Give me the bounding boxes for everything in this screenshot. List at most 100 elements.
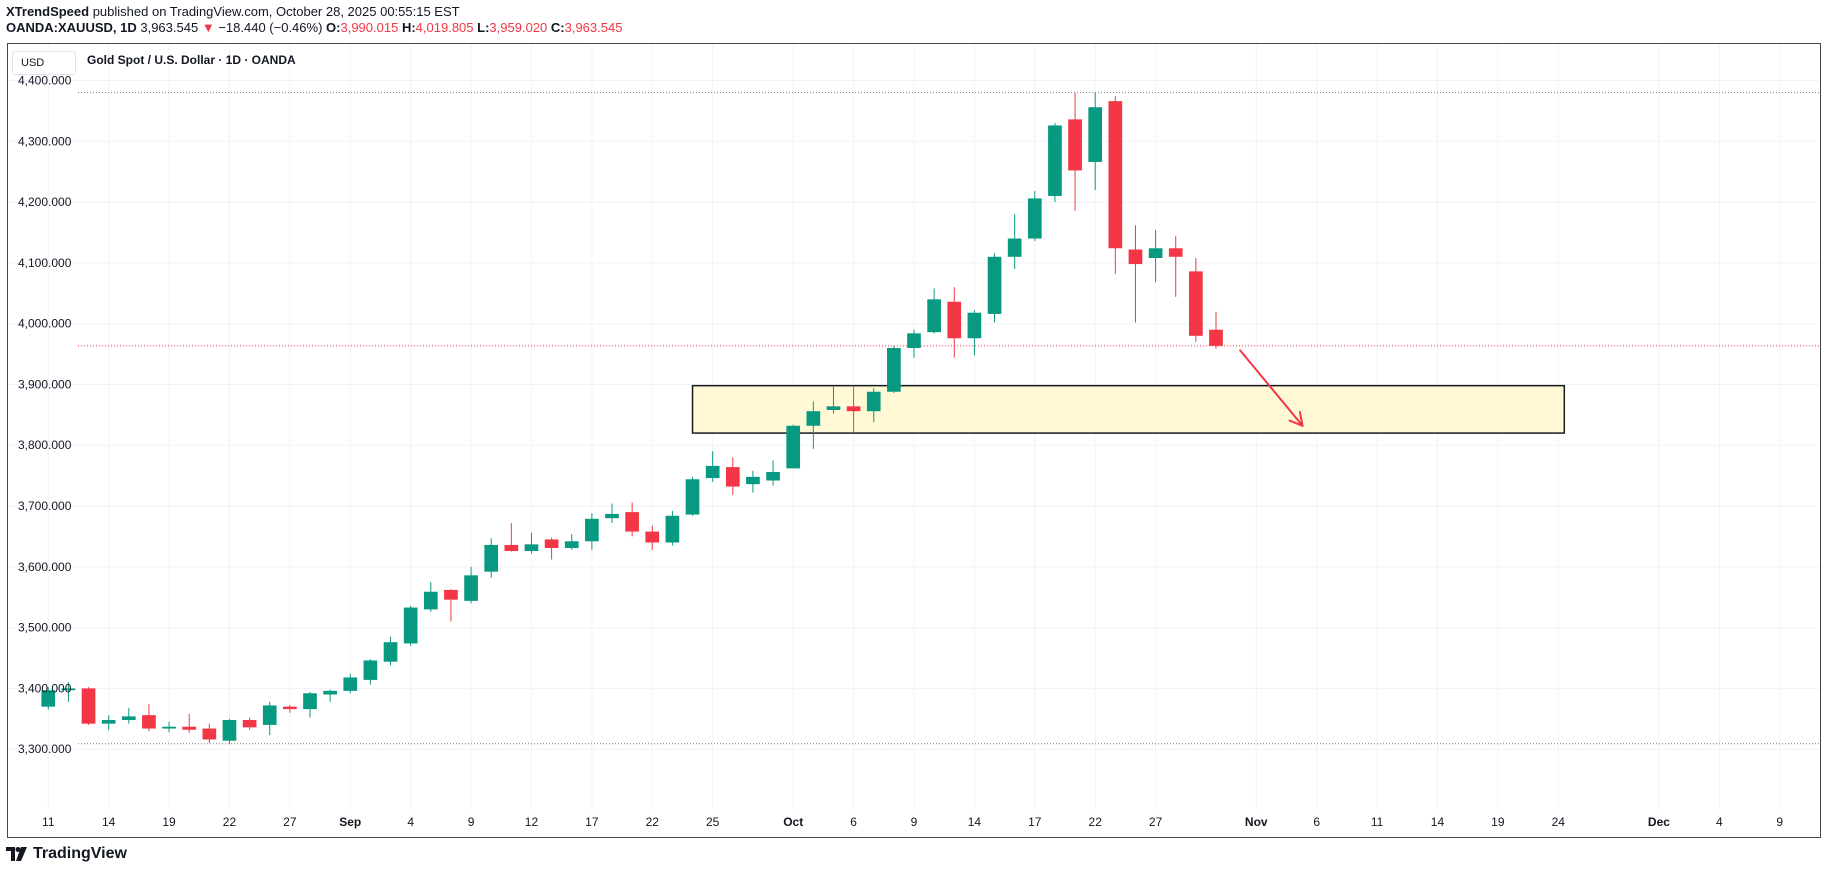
candle-body [524,544,539,552]
candle-body [403,607,418,644]
symbol-legend: OANDA:XAUUSD, 1D 3,963.545 ▼ −18.440 (−0… [6,20,622,35]
candle [182,713,197,733]
x-tick-label: 14 [102,815,116,829]
candle-body [786,425,801,469]
x-tick-label: Nov [1245,815,1268,829]
candle [383,636,398,666]
currency-selector[interactable]: USD [12,51,76,75]
x-tick-label: 14 [968,815,982,829]
candle-body [363,660,378,680]
candle-body [907,333,921,348]
high-value: 4,019.805 [415,20,474,35]
candle-body [121,716,136,721]
candle-body [605,513,619,519]
candle-body [484,544,499,572]
symbol-label: OANDA:XAUUSD, 1D [6,20,137,35]
candle-body [101,720,116,724]
candle-body [685,479,700,515]
x-tick-label: 4 [407,815,414,829]
candle-body [464,575,478,601]
candle-body [1007,238,1022,257]
support-zone-rect [691,384,1566,434]
candle [1088,92,1103,190]
candle [101,715,116,730]
candle-body [343,677,358,691]
x-tick-label: 9 [911,815,918,829]
x-tick-label: Dec [1648,815,1670,829]
candle [544,537,559,560]
author-name[interactable]: XTrendSpeed [6,4,90,19]
x-tick-label: 19 [1491,815,1505,829]
candle [605,503,619,524]
x-tick-label: Oct [783,815,803,829]
candle-body [766,471,780,481]
candle [363,659,378,685]
candle [1048,123,1062,203]
candle [1007,214,1022,269]
candle [283,704,297,713]
y-tick-label: 3,800.000 [18,438,72,452]
close-value: 3,963.545 [564,20,623,35]
candle-body [242,720,257,728]
x-tick-label: 17 [585,815,599,829]
candle [1027,191,1042,241]
chart-title: Gold Spot / U.S. Dollar · 1D · OANDA [87,53,296,67]
x-tick-label: 22 [223,815,237,829]
x-tick-label: 24 [1552,815,1566,829]
candle-body [1128,249,1143,265]
x-tick-label: 9 [1776,815,1783,829]
candle-body [826,406,841,410]
candle [81,687,96,725]
y-tick-label: 4,000.000 [18,317,72,331]
y-tick-label: 4,200.000 [18,195,72,209]
candle-body [564,541,579,548]
x-tick-label: 27 [283,815,297,829]
x-tick-label: 14 [1431,815,1445,829]
candle [403,605,418,646]
arrow-head-icon [1288,411,1304,427]
y-tick-label: 3,600.000 [18,560,72,574]
candle-body [262,705,277,725]
x-tick-label: 22 [1089,815,1103,829]
y-tick-label: 4,400.000 [18,73,72,87]
candle [242,717,257,730]
candle-body [967,312,982,339]
candle [866,388,881,423]
candle [806,401,821,449]
candle-body [947,301,962,339]
price-change: −18.440 (−0.46%) [218,20,323,35]
candle [1189,257,1203,342]
y-tick-label: 4,100.000 [18,256,72,270]
candle [564,533,579,550]
y-tick-label: 4,300.000 [18,134,72,148]
publish-info: XTrendSpeed published on TradingView.com… [6,4,460,19]
candle-body [665,515,680,543]
candle [947,287,962,358]
arrow-shaft [1239,349,1304,427]
chart-frame[interactable] [7,43,1821,838]
tradingview-brand[interactable]: TradingView [6,845,127,863]
x-tick-label: 11 [1371,815,1384,829]
candle-body [746,476,760,485]
candle [826,386,841,414]
candle [142,704,156,731]
high-label: H: [401,20,416,35]
candle [1068,92,1082,211]
x-tick-label: 6 [850,815,857,829]
candle [484,538,499,578]
candle [444,589,458,622]
x-axis: 11 14 19 22 27 Sep 4 9 12 17 22 25 Oct 6 9 14 17 22 27 Nov 6… [42,815,1783,829]
x-tick-label: 25 [706,815,720,829]
reference-lines [78,92,1820,745]
candle [343,673,358,694]
candle [121,707,136,724]
candle-body [1168,248,1183,257]
candle [262,701,277,736]
candle-body [323,690,337,695]
open-label: O: [326,20,341,35]
candle [423,582,438,612]
candle [524,532,539,554]
candle-body [1088,107,1103,162]
x-tick-label: 11 [42,815,55,829]
